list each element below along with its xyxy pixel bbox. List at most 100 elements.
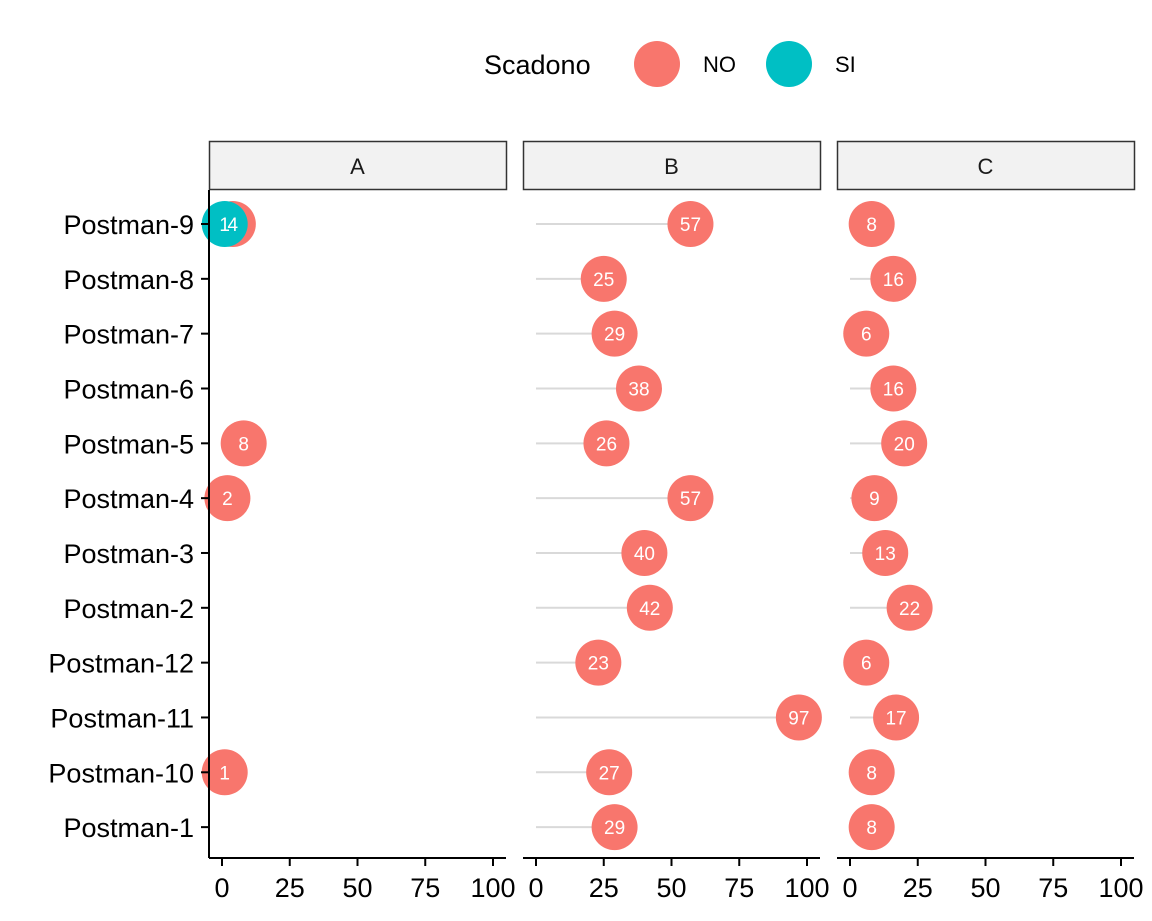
strip-c [836,140,1136,191]
y-tick-label: Postman-6 [63,374,194,404]
point-no [667,201,714,247]
y-tick-label: Postman-12 [48,649,194,679]
y-tick-label: Postman-8 [63,265,194,295]
data-label: 20 [894,434,915,455]
data-label: 6 [861,654,872,675]
data-label: 23 [588,654,609,675]
x-tick-label: 0 [842,873,857,903]
x-tick-label: 25 [589,873,619,903]
y-tick-label: Postman-11 [50,703,194,733]
x-tick-label: 100 [784,873,829,903]
point-no [851,475,898,522]
facet-panels: A 0 25 50 75 100 4 8 2 1 1 B 0 25 50 75 100 57 25 29 38 26 57 4… [201,140,1144,903]
data-label: 8 [866,818,877,839]
y-tick-label: Postman-4 [63,484,194,514]
point-no [870,365,917,412]
point-no [870,255,917,302]
point-no [586,749,633,796]
data-label: 29 [604,325,625,346]
point-no [886,584,933,631]
point-no [575,639,622,686]
x-tick-label: 100 [470,873,515,903]
data-label: 22 [899,599,920,620]
legend-title: Scadono [484,50,591,80]
point-no [583,420,630,467]
point-no [843,310,890,357]
data-label: 8 [866,215,877,236]
strip-label-b: B [664,154,679,179]
point-no [580,255,627,302]
legend-key-no [634,41,680,87]
strip-b [522,140,822,191]
point-no [873,694,920,741]
data-label: 29 [604,818,625,839]
x-tick-label: 100 [1098,873,1143,903]
data-label: 42 [639,599,660,620]
legend-key-si [766,41,812,87]
y-tick-label: Postman-1 [63,813,194,843]
legend-label-si: SI [835,52,856,77]
point-no [204,475,251,522]
x-tick-label: 50 [970,873,1000,903]
x-tick-label: 75 [724,873,754,903]
point-no [615,365,662,412]
panel-c: C 0 25 50 75 100 8 16 6 16 20 9 13 22 6 17 8 8 [836,140,1144,903]
data-label: 13 [875,544,896,565]
y-axis: Postman-9 Postman-8 Postman-7 Postman-6 Post… [48,190,210,858]
point-no [848,201,895,247]
x-tick-label: 50 [656,873,686,903]
x-tick-label: 50 [342,873,372,903]
x-tick-label: 0 [214,873,229,903]
point-si [201,201,248,247]
point-no [621,529,668,576]
data-label: 16 [883,379,904,400]
point-no [201,749,248,796]
point-no [591,804,638,851]
strip-label-c: C [978,154,994,179]
data-label: 8 [238,434,249,455]
x-tick-label: 75 [1038,873,1068,903]
point-no [220,420,267,467]
panel-a: A 0 25 50 75 100 4 8 2 1 1 [201,140,516,903]
x-tick-label: 75 [410,873,440,903]
point-no [881,420,928,467]
strip-label-a: A [350,154,365,179]
data-label: 9 [869,489,880,510]
y-tick-label: Postman-7 [63,320,194,350]
data-label: 25 [593,270,614,291]
data-label: 1 [219,763,230,784]
data-label: 97 [788,708,809,729]
point-no [862,529,909,576]
point-no [591,310,638,357]
data-label: 1 [219,215,230,236]
data-label: 6 [861,325,872,346]
panel-b: B 0 25 50 75 100 57 25 29 38 26 57 40 42 23 97 27 29 [522,140,830,903]
legend: Scadono NO SI [484,41,856,87]
y-tick-label: Postman-2 [63,594,194,624]
point-no [848,749,895,796]
x-tick-label: 0 [528,873,543,903]
data-label: 57 [680,215,701,236]
x-tick-label: 25 [903,873,933,903]
data-label: 57 [680,489,701,510]
y-tick-label: Postman-9 [63,210,194,240]
data-label: 8 [866,763,877,784]
data-label: 38 [628,379,649,400]
point-no [775,694,822,741]
data-label: 26 [596,434,617,455]
data-label: 4 [228,215,239,236]
point-no [848,804,895,851]
y-tick-label: Postman-10 [48,758,194,788]
point-no [843,639,890,686]
y-tick-label: Postman-3 [63,539,194,569]
x-tick-label: 25 [275,873,305,903]
legend-label-no: NO [703,52,736,77]
data-label: 40 [634,544,655,565]
data-label: 2 [222,489,233,510]
data-label: 16 [883,270,904,291]
data-label: 27 [599,763,620,784]
y-tick-label: Postman-5 [63,429,194,459]
data-label: 17 [885,708,906,729]
strip-a [208,140,508,191]
